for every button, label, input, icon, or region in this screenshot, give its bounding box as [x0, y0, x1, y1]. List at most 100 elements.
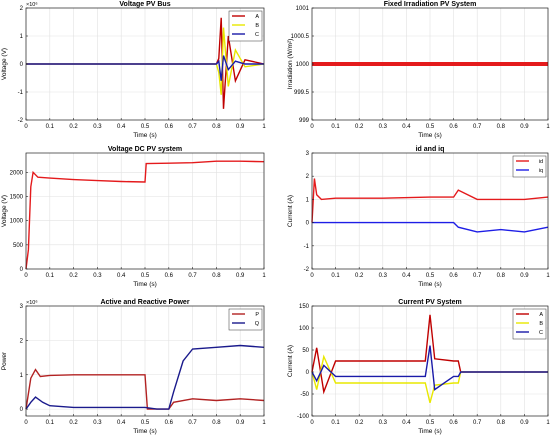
x-tick-label: 1 [546, 124, 550, 130]
x-tick-label: 0.9 [236, 273, 245, 279]
series-line-iq [312, 221, 549, 233]
chart-title: Fixed Irradiation PV System [384, 1, 477, 8]
x-tick-label: 0.8 [497, 124, 506, 130]
x-tick-label: 0.1 [46, 420, 55, 426]
legend-label: P [255, 312, 259, 318]
y-tick-label: 150 [299, 304, 310, 310]
y-tick-label: 1000 [10, 219, 24, 225]
y-tick-label: -50 [300, 392, 309, 398]
x-tick-label: 0.7 [473, 273, 482, 279]
x-tick-label: 0.8 [212, 273, 221, 279]
x-tick-label: 0.6 [449, 420, 458, 426]
x-tick-label: 0.1 [46, 124, 55, 130]
chart-title: Voltage DC PV system [108, 146, 182, 153]
x-tick-label: 1 [262, 273, 266, 279]
y-tick-label: 3 [20, 304, 24, 310]
y-axis-label: Voltage (V) [1, 195, 8, 227]
x-tick-label: 0.5 [426, 124, 435, 130]
x-tick-label: 0.5 [141, 124, 150, 130]
y-tick-label: 2 [20, 338, 24, 344]
x-tick-label: 0.5 [141, 273, 150, 279]
series-line-0 [25, 160, 265, 270]
x-tick-label: 1 [546, 273, 550, 279]
x-tick-label: 0.4 [402, 124, 411, 130]
x-tick-label: 0.9 [236, 124, 245, 130]
legend-label: B [255, 23, 259, 29]
x-tick-label: 0.7 [473, 420, 482, 426]
x-tick-label: 0.9 [520, 420, 529, 426]
y-tick-label: 2 [306, 174, 310, 180]
x-axis-label: Time (s) [133, 428, 157, 435]
chart-fixed-irradiation: 0 0.1 0.2 0.3 0.4 0.5 0.6 0.7 0.8 0.9 1 999 999.5 100… [287, 1, 550, 139]
x-tick-label: 0 [24, 273, 28, 279]
x-tick-label: 0.5 [141, 420, 150, 426]
y-axis-multiplier: ×10⁶ [26, 1, 38, 8]
x-tick-label: 1 [546, 420, 550, 426]
x-tick-label: 0.7 [188, 273, 197, 279]
chart-voltage-dc: 0 0.1 0.2 0.3 0.4 0.5 0.6 0.7 0.8 0.9 1 0 500 1000 150… [1, 146, 266, 288]
x-tick-label: 0.8 [497, 273, 506, 279]
x-tick-label: 0.3 [379, 420, 388, 426]
legend-label: C [539, 330, 543, 336]
y-axis-label: Current (A) [287, 345, 294, 377]
y-tick-label: 1001 [296, 6, 310, 12]
y-axis-label: Power [1, 351, 8, 370]
x-tick-label: 0.4 [117, 273, 126, 279]
chart-voltage-pv-bus: 0 0.1 0.2 0.3 0.4 0.5 0.6 0.7 0.8 0.9 1 -2 -1 0 1 2 Volt… [1, 1, 266, 139]
legend-label: A [255, 14, 259, 20]
y-tick-label: 2 [20, 6, 24, 12]
x-tick-label: 0.5 [426, 273, 435, 279]
x-tick-label: 0.1 [331, 420, 340, 426]
x-tick-label: 0.2 [355, 273, 364, 279]
y-tick-label: 1000 [296, 62, 310, 68]
x-tick-label: 0.8 [212, 420, 221, 426]
x-tick-label: 0.6 [449, 124, 458, 130]
x-axis-label: Time (s) [418, 281, 442, 288]
y-tick-label: 999.5 [294, 90, 310, 96]
x-tick-label: 0.8 [497, 420, 506, 426]
x-tick-label: 0.3 [93, 273, 102, 279]
series-line-c [26, 55, 264, 81]
y-tick-label: 1500 [10, 195, 24, 201]
chart-title: Current PV System [398, 299, 461, 306]
y-tick-label: 0 [20, 62, 24, 68]
chart-title: Active and Reactive Power [100, 299, 189, 306]
x-tick-label: 0.6 [165, 124, 174, 130]
x-tick-label: 0.2 [69, 420, 78, 426]
y-tick-label: 999 [299, 118, 310, 124]
legend-label: iq [539, 168, 543, 174]
x-tick-label: 0.1 [331, 124, 340, 130]
x-tick-label: 1 [262, 420, 266, 426]
chart-current-pv-system: 0 0.1 0.2 0.3 0.4 0.5 0.6 0.7 0.8 0.9 1 -100 -50 0 50 1… [287, 299, 550, 435]
y-tick-label: 3 [306, 151, 310, 157]
y-tick-label: 2000 [10, 170, 24, 176]
x-tick-label: 0.7 [188, 420, 197, 426]
x-tick-label: 0.9 [520, 124, 529, 130]
y-tick-label: -1 [304, 244, 310, 250]
x-tick-label: 0.8 [212, 124, 221, 130]
series-line-b [311, 354, 548, 403]
x-tick-label: 0.6 [165, 420, 174, 426]
x-tick-label: 0 [310, 273, 314, 279]
y-axis-label: Current (A) [287, 195, 294, 227]
y-tick-label: -100 [297, 414, 310, 420]
y-tick-label: 0 [306, 221, 310, 227]
x-tick-label: 0 [310, 124, 314, 130]
y-axis-label: Voltage (V) [1, 48, 8, 80]
chart-active-reactive-power: 0 0.1 0.2 0.3 0.4 0.5 0.6 0.7 0.8 0.9 1 0 1 2 3 Active … [1, 299, 266, 435]
x-tick-label: 0.6 [449, 273, 458, 279]
series-line-q [25, 344, 265, 410]
y-tick-label: 500 [13, 243, 24, 249]
y-tick-label: 1 [20, 373, 24, 379]
x-tick-label: 0 [24, 420, 28, 426]
x-tick-label: 0.1 [331, 273, 340, 279]
x-tick-label: 0.1 [46, 273, 55, 279]
x-tick-label: 0 [24, 124, 28, 130]
x-axis-label: Time (s) [133, 281, 157, 288]
legend-label: id [539, 159, 543, 165]
x-tick-label: 0.2 [355, 124, 364, 130]
y-tick-label: 0 [306, 370, 310, 376]
y-tick-label: -2 [18, 118, 24, 124]
x-tick-label: 0.2 [355, 420, 364, 426]
